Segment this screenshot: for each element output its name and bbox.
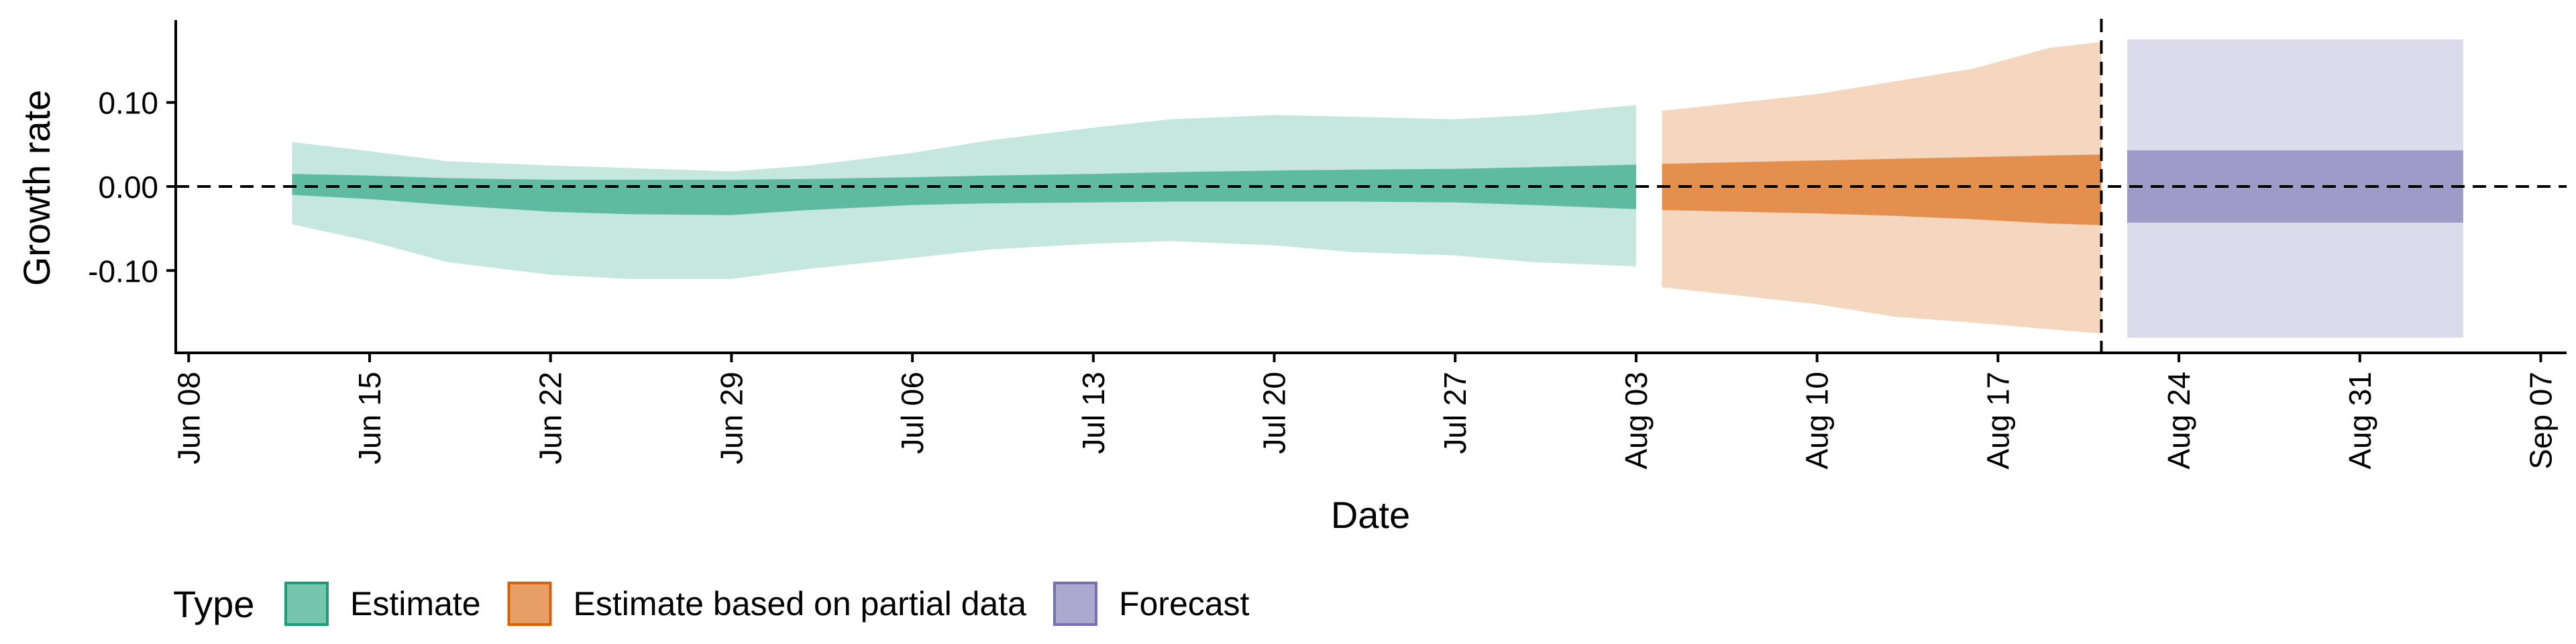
x-tick-label: Jul 06	[895, 372, 930, 454]
axes: 0.10 0.00 -0.10 Jun 08 Jun 15 Jun 22 Jun 29 Jul…	[88, 20, 2567, 470]
legend-swatch-forecast	[1053, 582, 1097, 626]
ribbon-layer	[292, 39, 2463, 338]
legend-swatch-estimate-based-on-partial-data	[507, 582, 552, 626]
y-tick-label: -0.10	[88, 254, 158, 288]
x-tick-label: Aug 31	[2343, 372, 2377, 470]
x-tick-label: Jun 15	[352, 372, 387, 464]
x-tick-label: Jun 29	[714, 372, 749, 464]
x-tick-label: Jun 08	[171, 372, 206, 464]
x-axis-title: Date	[1331, 494, 1410, 536]
legend: Type Estimate Estimate based on partial da…	[173, 582, 1250, 626]
legend-item-estimate: Estimate	[284, 582, 481, 626]
x-tick-label: Aug 24	[2161, 372, 2196, 470]
x-tick-label: Jul 27	[1438, 372, 1472, 454]
legend-title: Type	[173, 583, 254, 625]
x-tick-label: Jul 20	[1257, 372, 1292, 454]
band-50-forecast	[2127, 150, 2463, 223]
legend-label-estimate-based-on-partial-data: Estimate based on partial data	[574, 585, 1027, 623]
band-50-estimate	[292, 164, 1636, 215]
series-estimate	[292, 105, 1636, 279]
y-tick-label: 0.10	[98, 86, 158, 121]
x-tick-label: Aug 03	[1619, 372, 1654, 470]
legend-swatch-estimate	[284, 582, 329, 626]
series-forecast	[2127, 39, 2463, 338]
legend-label-estimate: Estimate	[350, 585, 481, 623]
y-axis-title: Growth rate	[15, 90, 58, 286]
legend-item-forecast: Forecast	[1053, 582, 1250, 626]
x-tick-label: Aug 10	[1800, 372, 1835, 470]
x-tick-label: Aug 17	[1980, 372, 2015, 470]
legend-label-forecast: Forecast	[1119, 585, 1250, 623]
legend-item-estimate-based-on-partial-data: Estimate based on partial data	[507, 582, 1027, 626]
y-tick-label: 0.00	[98, 170, 158, 205]
x-tick-label: Sep 07	[2524, 372, 2559, 470]
reference-lines	[176, 19, 2567, 353]
x-tick-label: Jul 13	[1076, 372, 1111, 454]
x-tick-label: Jun 22	[533, 372, 568, 464]
band-50-estimate-based-on-partial-data	[1662, 154, 2102, 225]
